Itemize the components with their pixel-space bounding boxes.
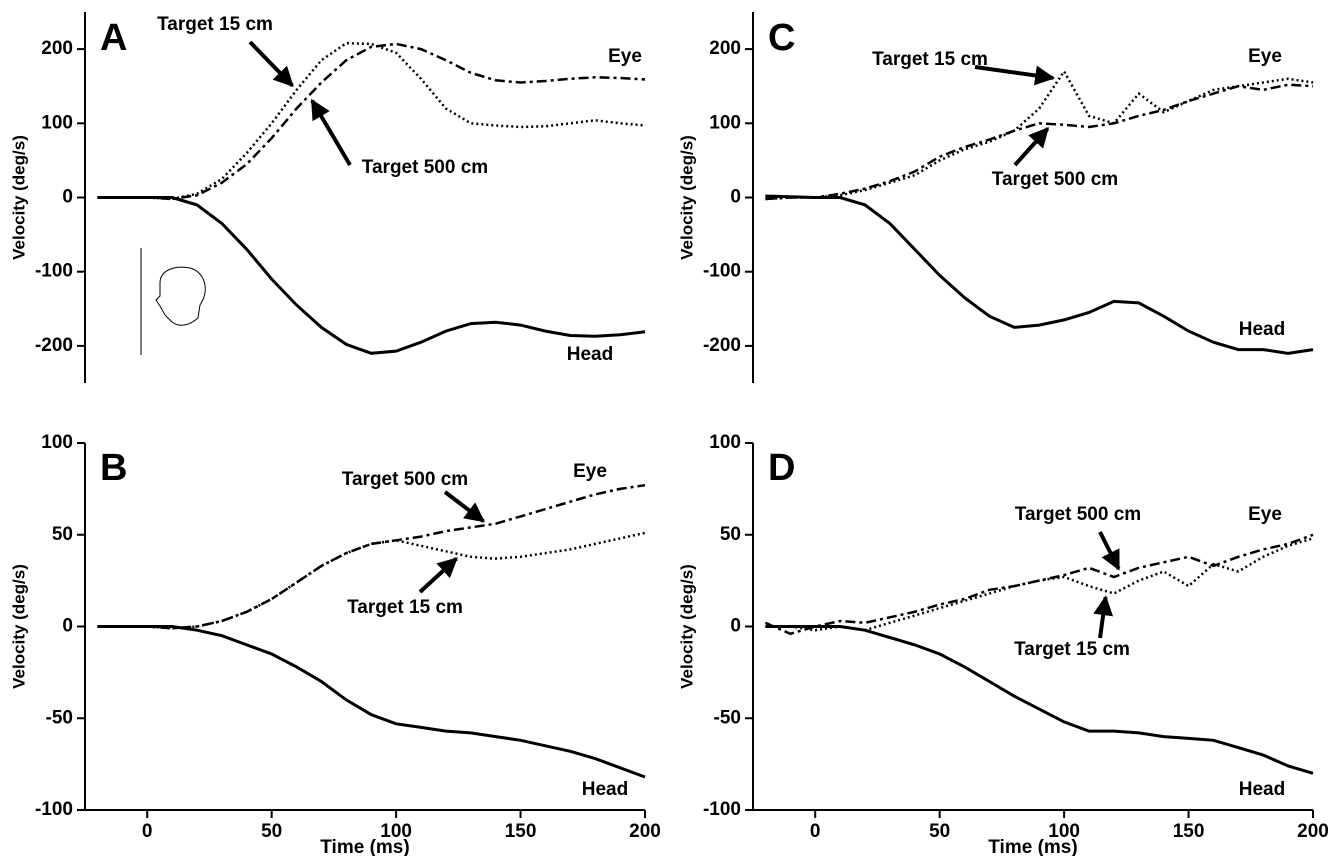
x-tick-label: 50 bbox=[261, 821, 282, 842]
x-tick-label: 150 bbox=[1173, 821, 1205, 842]
y-tick-label: -100 bbox=[703, 261, 741, 282]
x-tick-label: 100 bbox=[380, 821, 412, 842]
y-tick-label: 200 bbox=[41, 38, 73, 59]
y-tick-label: 0 bbox=[730, 187, 741, 208]
y-tick-label: -100 bbox=[703, 799, 741, 820]
x-tick-label: 0 bbox=[810, 821, 821, 842]
annotation-arrow bbox=[310, 98, 352, 167]
x-tick-label: 200 bbox=[629, 821, 661, 842]
series-label: Target 500 cm bbox=[342, 469, 468, 490]
series-label: Target 15 cm bbox=[157, 14, 273, 35]
x-tick-label: 200 bbox=[1297, 821, 1329, 842]
head-label: Head bbox=[582, 779, 628, 800]
annotation-arrow bbox=[974, 65, 1056, 86]
x-axis-label: Time (ms) bbox=[988, 837, 1077, 856]
y-axis-label: Velocity (deg/s) bbox=[677, 135, 696, 260]
x-tick-label: 0 bbox=[142, 821, 153, 842]
y-tick-label: 200 bbox=[709, 38, 741, 59]
y-tick-label: -50 bbox=[714, 707, 741, 728]
y-tick-label: 0 bbox=[62, 187, 73, 208]
x-tick-label: 150 bbox=[505, 821, 537, 842]
series-line bbox=[97, 483, 646, 630]
annotation-arrow bbox=[248, 40, 294, 88]
head-label: Head bbox=[1239, 779, 1285, 800]
x-tick-label: 100 bbox=[1048, 821, 1080, 842]
eye-label: Eye bbox=[573, 461, 607, 482]
head-icon bbox=[140, 248, 206, 355]
panel-label: C bbox=[768, 17, 795, 59]
annotation-arrow bbox=[1093, 595, 1114, 639]
head-label: Head bbox=[567, 344, 613, 365]
series-line bbox=[97, 196, 646, 355]
eye-label: Eye bbox=[1248, 504, 1282, 525]
annotation-arrow bbox=[418, 557, 458, 594]
y-tick-label: 100 bbox=[709, 112, 741, 133]
y-tick-label: 100 bbox=[41, 432, 73, 453]
x-tick-label: 50 bbox=[929, 821, 950, 842]
eye-label: Eye bbox=[608, 46, 642, 67]
series-label: Target 500 cm bbox=[362, 157, 488, 178]
y-tick-label: 50 bbox=[720, 524, 741, 545]
y-tick-label: -50 bbox=[46, 707, 73, 728]
series-line bbox=[765, 194, 1314, 355]
series-line bbox=[765, 83, 1314, 201]
series-label: Target 500 cm bbox=[992, 169, 1118, 190]
panel-label: A bbox=[100, 17, 127, 59]
head-label: Head bbox=[1239, 319, 1285, 340]
series-label: Target 500 cm bbox=[1015, 504, 1141, 525]
panel-label: B bbox=[100, 447, 127, 489]
y-tick-label: 100 bbox=[41, 112, 73, 133]
annotation-arrow bbox=[1098, 531, 1121, 571]
series-label: Target 15 cm bbox=[872, 49, 988, 70]
annotation-arrow bbox=[1013, 127, 1050, 167]
series-line bbox=[97, 625, 646, 779]
series-line bbox=[765, 625, 1314, 775]
x-axis-label: Time (ms) bbox=[320, 837, 409, 856]
y-axis-label: Velocity (deg/s) bbox=[677, 564, 696, 689]
series-line bbox=[765, 69, 1314, 201]
series-line bbox=[765, 537, 1314, 632]
series-line bbox=[764, 533, 1314, 636]
panel-label: D bbox=[768, 447, 795, 489]
series-label: Target 15 cm bbox=[347, 597, 463, 618]
series-label: Target 15 cm bbox=[1014, 639, 1130, 660]
eye-label: Eye bbox=[1248, 46, 1282, 67]
y-tick-label: -200 bbox=[703, 335, 741, 356]
y-tick-label: 0 bbox=[62, 616, 73, 637]
y-tick-label: -100 bbox=[35, 799, 73, 820]
y-tick-label: 0 bbox=[730, 616, 741, 637]
annotation-arrow bbox=[443, 490, 486, 523]
y-tick-label: 100 bbox=[709, 432, 741, 453]
y-axis-label: Velocity (deg/s) bbox=[9, 564, 28, 689]
series-line bbox=[97, 42, 646, 201]
y-tick-label: 50 bbox=[52, 524, 73, 545]
y-tick-label: -100 bbox=[35, 261, 73, 282]
y-tick-label: -200 bbox=[35, 335, 73, 356]
y-axis-label: Velocity (deg/s) bbox=[9, 135, 28, 260]
